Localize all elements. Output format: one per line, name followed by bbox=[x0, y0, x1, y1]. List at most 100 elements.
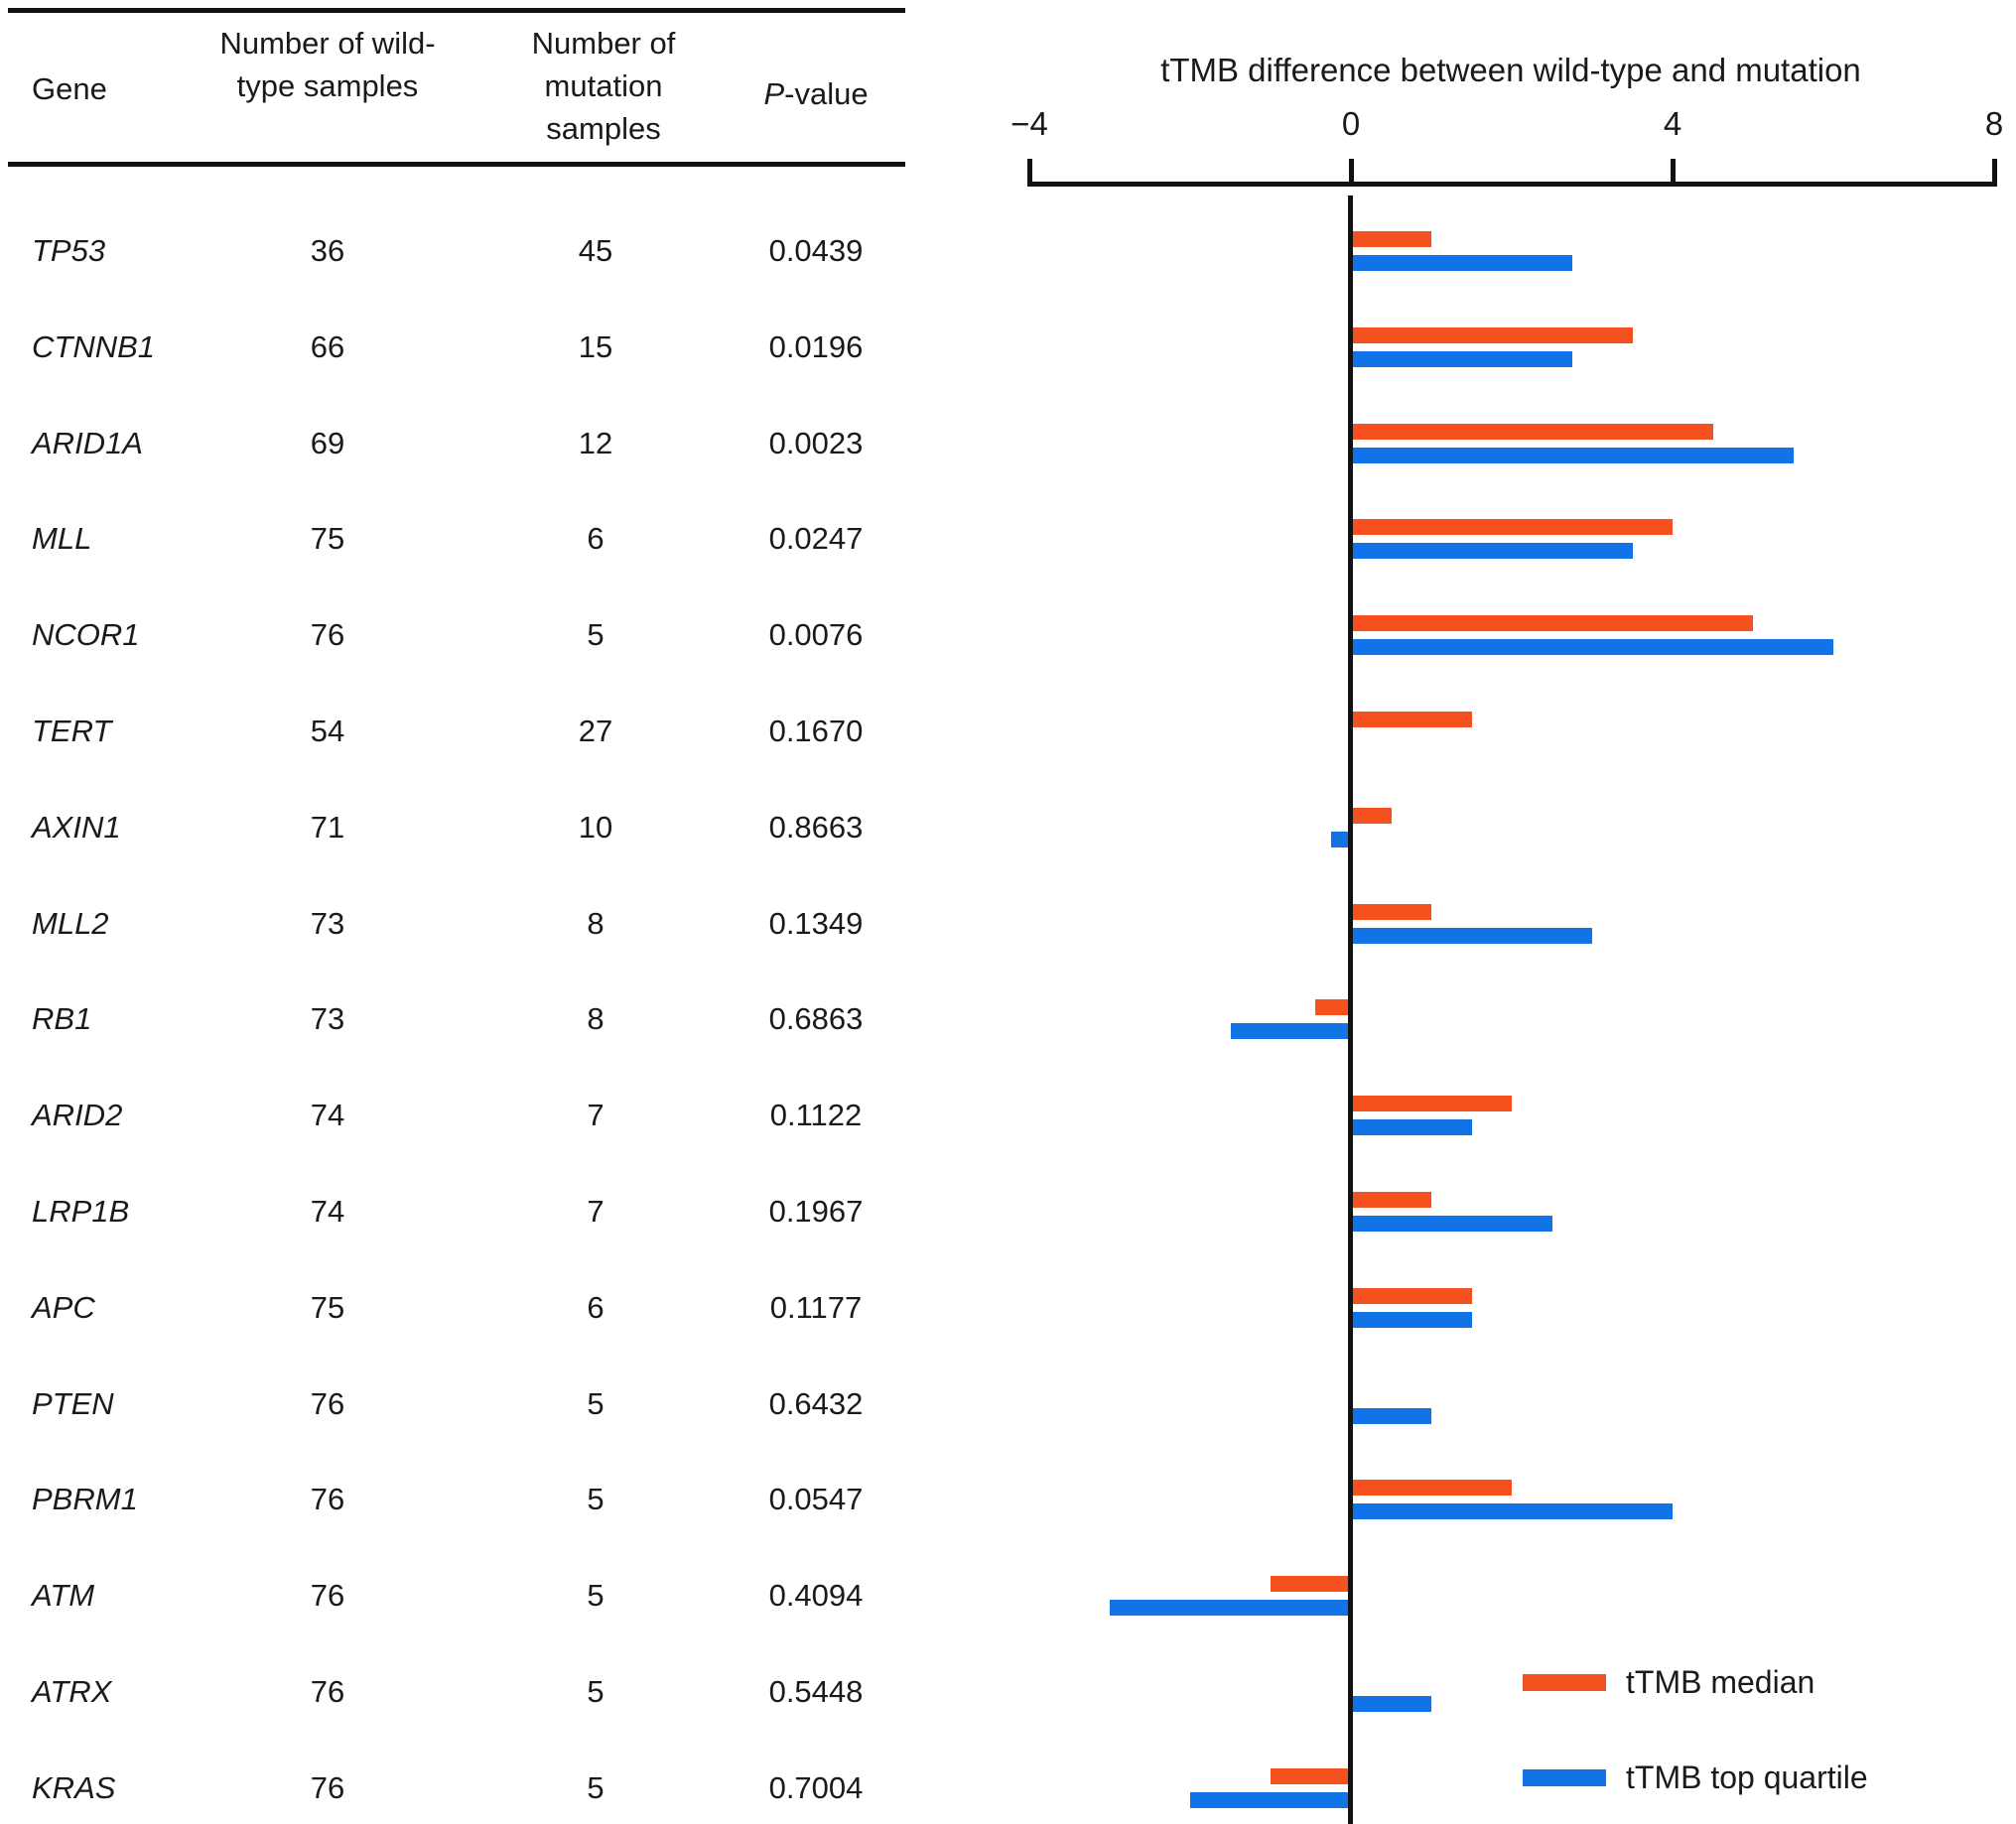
gene-name: MLL bbox=[32, 522, 91, 556]
p-value: 0.0247 bbox=[717, 522, 915, 556]
bar-ttmb-top-quartile-ARID1A bbox=[1351, 448, 1794, 463]
gene-row-ARID2: ARID2 74 7 0.1122 bbox=[0, 1051, 2016, 1147]
gene-row-MLL: MLL 75 6 0.0247 bbox=[0, 474, 2016, 571]
x-axis-tick-label: 4 bbox=[1628, 105, 1717, 143]
gene-row-MLL2: MLL27380.1349 bbox=[0, 859, 2016, 956]
mutation-count: 5 bbox=[496, 1771, 695, 1805]
gene-row-CTNNB1: CTNNB166150.0196 bbox=[0, 283, 2016, 379]
wildtype-count: 36 bbox=[228, 234, 427, 268]
mutation-count: 6 bbox=[496, 522, 695, 556]
gene-name: RB1 bbox=[32, 1002, 91, 1036]
wildtype-count: 69 bbox=[228, 427, 427, 460]
mutation-count: 7 bbox=[496, 1099, 695, 1132]
legend-swatch-ttmb-top-quartile bbox=[1523, 1769, 1606, 1786]
gene-row-PTEN: PTEN7650.6432 bbox=[0, 1340, 2016, 1436]
gene-row-ATM: ATM 76 5 0.4094 bbox=[0, 1531, 2016, 1628]
wildtype-count: 71 bbox=[228, 811, 427, 845]
p-value: 0.0439 bbox=[717, 234, 915, 268]
mutation-count: 12 bbox=[496, 427, 695, 460]
wildtype-count: 74 bbox=[228, 1195, 427, 1229]
mutation-count: 5 bbox=[496, 618, 695, 652]
wildtype-count: 54 bbox=[228, 715, 427, 748]
bar-ttmb-median-MLL bbox=[1351, 519, 1673, 535]
bar-ttmb-median-MLL2 bbox=[1351, 904, 1431, 920]
mutation-count: 10 bbox=[496, 811, 695, 845]
figure: Gene Number of wild-type samples Number … bbox=[0, 0, 2016, 1824]
chart-title: tTMB difference between wild-type and mu… bbox=[1029, 52, 1992, 89]
p-value: 0.1177 bbox=[717, 1291, 915, 1325]
wildtype-count: 76 bbox=[228, 618, 427, 652]
legend-label-ttmb-top-quartile: tTMB top quartile bbox=[1626, 1759, 1868, 1795]
x-axis-tick-8 bbox=[1992, 159, 1997, 187]
bar-ttmb-median-RB1 bbox=[1315, 999, 1351, 1015]
x-axis-tick-4 bbox=[1671, 159, 1676, 187]
p-value: 0.1122 bbox=[717, 1099, 915, 1132]
gene-row-LRP1B: LRP1B7470.1967 bbox=[0, 1147, 2016, 1243]
column-header-gene: Gene bbox=[32, 67, 107, 110]
column-header-wildtype: Number of wild-type samples bbox=[213, 22, 442, 107]
wildtype-count: 76 bbox=[228, 1579, 427, 1613]
gene-name: AXIN1 bbox=[32, 811, 121, 845]
p-value: 0.7004 bbox=[717, 1771, 915, 1805]
mutation-count: 6 bbox=[496, 1291, 695, 1325]
wildtype-count: 74 bbox=[228, 1099, 427, 1132]
pvalue-header-rest: -value bbox=[784, 76, 868, 111]
gene-name: PBRM1 bbox=[32, 1483, 138, 1516]
p-value: 0.0196 bbox=[717, 330, 915, 364]
zero-reference-line bbox=[1348, 195, 1353, 1824]
wildtype-count: 76 bbox=[228, 1771, 427, 1805]
gene-row-NCOR1: NCOR17650.0076 bbox=[0, 571, 2016, 667]
gene-row-RB1: RB1 73 8 0.6863 bbox=[0, 955, 2016, 1051]
gene-name: ARID2 bbox=[32, 1099, 122, 1132]
p-value: 0.1670 bbox=[717, 715, 915, 748]
mutation-count: 7 bbox=[496, 1195, 695, 1229]
gene-name: ATM bbox=[32, 1579, 94, 1613]
gene-name: PTEN bbox=[32, 1387, 114, 1421]
bar-ttmb-median-APC bbox=[1351, 1288, 1472, 1304]
gene-name: APC bbox=[32, 1291, 95, 1325]
bar-ttmb-median-ARID2 bbox=[1351, 1096, 1512, 1111]
gene-name: MLL2 bbox=[32, 907, 109, 941]
wildtype-count: 75 bbox=[228, 1291, 427, 1325]
mutation-count: 45 bbox=[496, 234, 695, 268]
x-axis-tick-0 bbox=[1349, 159, 1354, 187]
gene-name: NCOR1 bbox=[32, 618, 140, 652]
bar-ttmb-median-AXIN1 bbox=[1351, 808, 1392, 824]
bar-ttmb-median-TP53 bbox=[1351, 231, 1431, 247]
bar-ttmb-top-quartile-APC bbox=[1351, 1312, 1472, 1328]
bar-ttmb-top-quartile-MLL bbox=[1351, 543, 1633, 559]
table-header-rule bbox=[8, 162, 905, 167]
mutation-count: 8 bbox=[496, 907, 695, 941]
bar-ttmb-median-ATM bbox=[1271, 1576, 1351, 1592]
wildtype-count: 73 bbox=[228, 1002, 427, 1036]
bar-ttmb-median-KRAS bbox=[1271, 1768, 1351, 1784]
bar-ttmb-top-quartile-ATM bbox=[1110, 1600, 1351, 1616]
p-value: 0.1349 bbox=[717, 907, 915, 941]
mutation-count: 8 bbox=[496, 1002, 695, 1036]
bar-ttmb-top-quartile-LRP1B bbox=[1351, 1216, 1552, 1232]
pvalue-header-italic-p: P bbox=[763, 76, 784, 111]
wildtype-count: 76 bbox=[228, 1483, 427, 1516]
gene-name: ATRX bbox=[32, 1675, 111, 1709]
p-value: 0.5448 bbox=[717, 1675, 915, 1709]
gene-row-APC: APC 75 6 0.1177 bbox=[0, 1243, 2016, 1340]
mutation-count: 5 bbox=[496, 1579, 695, 1613]
column-header-pvalue: P-value bbox=[717, 72, 915, 115]
legend-swatch-ttmb-median bbox=[1523, 1674, 1606, 1691]
p-value: 0.4094 bbox=[717, 1579, 915, 1613]
mutation-count: 5 bbox=[496, 1387, 695, 1421]
wildtype-count: 75 bbox=[228, 522, 427, 556]
mutation-count: 15 bbox=[496, 330, 695, 364]
bar-ttmb-median-PBRM1 bbox=[1351, 1480, 1512, 1496]
bar-ttmb-median-TERT bbox=[1351, 712, 1472, 727]
gene-row-AXIN1: AXIN1 71 10 0.8663 bbox=[0, 763, 2016, 859]
bar-ttmb-median-NCOR1 bbox=[1351, 615, 1753, 631]
column-header-mutation: Number of mutation samples bbox=[489, 22, 718, 150]
bar-ttmb-top-quartile-NCOR1 bbox=[1351, 639, 1833, 655]
bar-ttmb-top-quartile-ARID2 bbox=[1351, 1119, 1472, 1135]
p-value: 0.6863 bbox=[717, 1002, 915, 1036]
legend-label-ttmb-median: tTMB median bbox=[1626, 1664, 1814, 1700]
bar-ttmb-median-LRP1B bbox=[1351, 1192, 1431, 1208]
p-value: 0.8663 bbox=[717, 811, 915, 845]
wildtype-count: 76 bbox=[228, 1387, 427, 1421]
